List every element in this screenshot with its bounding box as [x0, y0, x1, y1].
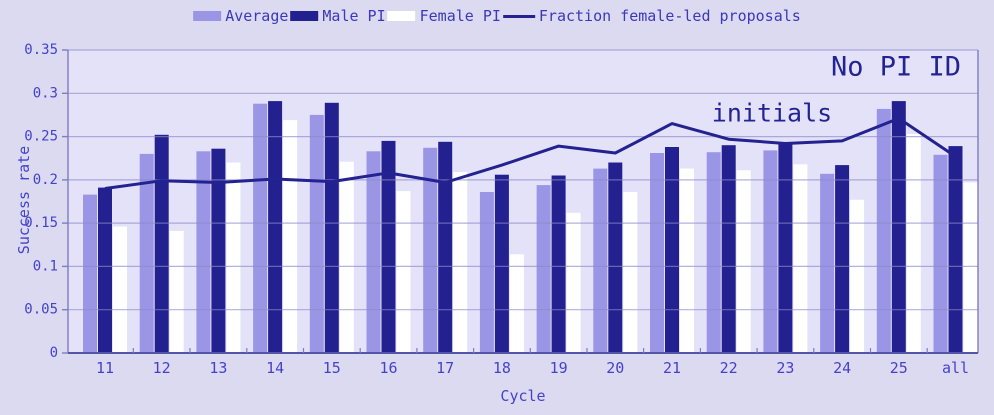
bar-female-pi-11: [113, 226, 127, 353]
bar-average-all: [933, 154, 948, 353]
bar-average-24: [820, 173, 835, 353]
bar-average-12: [139, 153, 154, 353]
x-tick-label-11: 11: [96, 359, 114, 377]
y-tick-label-0.1: 0.1: [33, 258, 58, 274]
bar-female-pi-all: [963, 182, 978, 353]
female-pi-swatch-icon: [387, 11, 416, 21]
x-tick-label-19: 19: [550, 359, 568, 377]
bar-female-pi-17: [453, 172, 468, 353]
bar-male-pi-18: [494, 174, 509, 353]
bar-male-pi-25: [891, 101, 906, 353]
bar-male-pi-17: [438, 141, 453, 353]
y-tick-label-0.35: 0.35: [24, 42, 58, 58]
bar-male-pi-22: [721, 145, 736, 353]
bar-female-pi-22: [736, 170, 751, 353]
bar-male-pi-16: [381, 140, 396, 353]
bar-female-pi-25: [906, 134, 921, 353]
bar-average-22: [706, 152, 721, 353]
bar-male-pi-all: [948, 146, 963, 353]
bar-female-pi-14: [283, 120, 298, 353]
average-swatch-icon: [193, 11, 222, 21]
legend-label-female-pi: Female PI: [419, 7, 501, 25]
legend-label-male-pi: Male PI: [322, 7, 386, 25]
x-tick-label-23: 23: [776, 359, 794, 377]
bar-average-11: [83, 194, 97, 353]
bar-male-pi-12: [154, 134, 169, 353]
y-tick-label-0.2: 0.2: [33, 172, 58, 188]
legend-item-female-pi: Female PI: [387, 7, 501, 25]
bar-male-pi-21: [665, 147, 679, 353]
bar-male-pi-11: [98, 187, 112, 353]
bar-female-pi-12: [169, 230, 184, 353]
legend-item-male-pi: Male PI: [290, 7, 386, 25]
bar-female-pi-16: [396, 191, 411, 353]
bar-average-18: [479, 192, 494, 353]
bar-average-15: [309, 114, 324, 354]
y-tick-label-0: 0: [50, 345, 58, 361]
bar-female-pi-23: [793, 164, 808, 353]
bar-female-pi-20: [623, 192, 638, 353]
x-tick-label-14: 14: [266, 359, 284, 377]
bar-female-pi-24: [850, 199, 865, 353]
legend-item-average: Average: [193, 7, 288, 25]
bar-average-14: [253, 103, 268, 353]
bar-female-pi-15: [339, 161, 354, 353]
fraction-line-sample-icon: [502, 14, 535, 18]
x-tick-label-24: 24: [833, 359, 851, 377]
annotation-no-pi-id: No PI ID: [830, 51, 962, 83]
y-tick-label-0.3: 0.3: [33, 85, 58, 101]
x-tick-label-21: 21: [663, 359, 681, 377]
legend: Average Male PI Female PI Fraction femal…: [193, 7, 801, 25]
x-tick-label-16: 16: [379, 359, 397, 377]
bar-average-13: [196, 151, 211, 353]
fraction-female-led-line: [104, 116, 957, 190]
x-tick-label-22: 22: [720, 359, 738, 377]
bar-average-16: [366, 151, 381, 353]
bar-male-pi-20: [608, 162, 623, 353]
x-tick-label-15: 15: [323, 359, 341, 377]
legend-label-average: Average: [225, 7, 289, 25]
bar-male-pi-14: [268, 101, 283, 353]
bar-average-21: [650, 153, 664, 353]
bar-male-pi-15: [324, 102, 339, 353]
bar-female-pi-13: [226, 162, 241, 353]
bar-average-25: [876, 108, 891, 354]
legend-item-fraction-line: Fraction female-led proposals: [502, 7, 801, 25]
x-tick-label-17: 17: [436, 359, 454, 377]
y-axis-title: Success rate: [15, 145, 33, 255]
y-tick-label-0.25: 0.25: [24, 129, 58, 145]
bar-male-pi-23: [778, 144, 793, 353]
bar-female-pi-19: [566, 212, 581, 353]
x-tick-label-25: 25: [890, 359, 908, 377]
male-pi-swatch-icon: [290, 11, 319, 21]
bar-female-pi-18: [509, 254, 524, 353]
annotation-initials: initials: [711, 98, 833, 128]
x-tick-label-all: all: [942, 359, 969, 377]
bar-average-19: [536, 185, 551, 353]
y-tick-label-0.05: 0.05: [24, 302, 58, 318]
bar-male-pi-19: [551, 175, 566, 353]
x-tick-label-20: 20: [606, 359, 624, 377]
x-tick-label-18: 18: [493, 359, 511, 377]
bar-male-pi-24: [835, 165, 850, 353]
x-tick-label-12: 12: [153, 359, 171, 377]
bar-average-23: [763, 150, 778, 353]
bar-average-20: [593, 168, 608, 353]
bar-female-pi-21: [680, 168, 694, 353]
legend-label-fraction: Fraction female-led proposals: [538, 7, 801, 25]
x-axis-title: Cycle: [500, 387, 546, 405]
y-tick-label-0.15: 0.15: [24, 215, 58, 231]
bar-male-pi-13: [211, 148, 226, 353]
x-tick-label-13: 13: [209, 359, 227, 377]
bar-average-17: [423, 147, 438, 353]
